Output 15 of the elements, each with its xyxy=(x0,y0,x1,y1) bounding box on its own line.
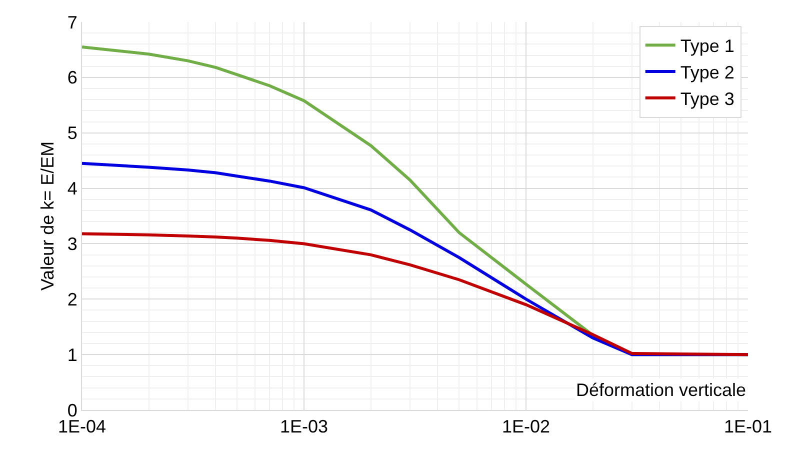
y-tick-label: 5 xyxy=(67,123,78,144)
y-tick-label: 4 xyxy=(67,178,78,199)
x-tick-label: 1E-03 xyxy=(280,416,328,437)
y-tick-label: 1 xyxy=(67,344,78,365)
x-axis-title: Déformation verticale xyxy=(576,380,746,400)
y-tick-label: 3 xyxy=(67,234,78,254)
x-tick-label: 1E-01 xyxy=(724,416,772,437)
legend-label: Type 2 xyxy=(680,62,734,82)
y-tick-label: 7 xyxy=(67,12,78,32)
x-tick-label: 1E-02 xyxy=(502,416,550,437)
y-tick-label: 6 xyxy=(67,68,78,88)
y-axis-title: Valeur de k= E/EM xyxy=(38,141,58,291)
legend-label: Type 1 xyxy=(680,36,734,56)
y-tick-label: 2 xyxy=(67,289,78,310)
legend-label: Type 3 xyxy=(680,88,734,109)
